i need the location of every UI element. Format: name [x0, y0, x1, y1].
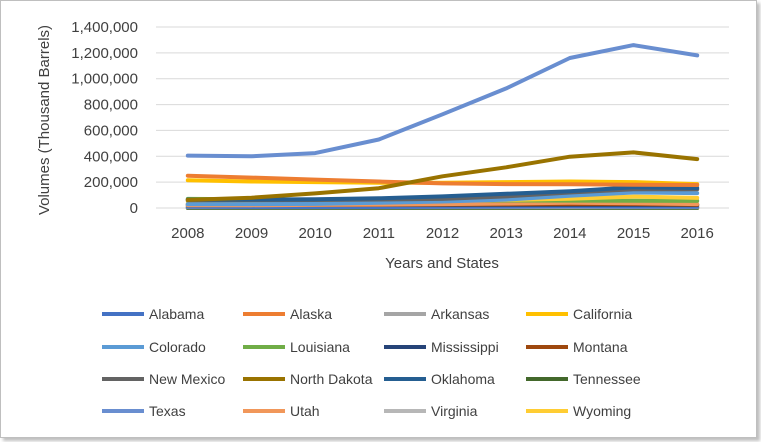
x-tick-label: 2014	[553, 225, 586, 242]
y-tick-label: 1,200,000	[71, 45, 138, 62]
legend-label-utah: Utah	[290, 403, 320, 419]
x-tick-label: 2010	[298, 225, 331, 242]
y-tick-label: 0	[130, 200, 138, 217]
x-axis-ticks: 2008 2009 2010 2011 2012 2013 2014 2015 2016	[171, 225, 714, 242]
legend-label-oklahoma: Oklahoma	[431, 371, 495, 387]
x-tick-label: 2012	[426, 225, 459, 242]
legend-label-tennessee: Tennessee	[573, 371, 641, 387]
legend-label-virginia: Virginia	[431, 403, 478, 419]
x-tick-label: 2015	[617, 225, 650, 242]
legend-label-montana: Montana	[573, 339, 628, 355]
y-tick-label: 600,000	[84, 122, 138, 139]
legend-label-colorado: Colorado	[149, 339, 206, 355]
y-tick-label: 1,000,000	[71, 71, 138, 88]
y-tick-label: 400,000	[84, 148, 138, 165]
x-tick-label: 2009	[235, 225, 268, 242]
y-tick-label: 800,000	[84, 97, 138, 114]
y-tick-label: 200,000	[84, 174, 138, 191]
legend-label-california: California	[573, 306, 632, 322]
y-axis-title: Volumes (Thousand Barrels)	[36, 25, 53, 215]
legend-label-alaska: Alaska	[290, 306, 332, 322]
series-line-alaska	[185, 173, 700, 187]
legend-label-wyoming: Wyoming	[573, 403, 631, 419]
x-tick-label: 2013	[489, 225, 522, 242]
series-lines	[185, 43, 700, 210]
x-tick-label: 2008	[171, 225, 204, 242]
series-line-texas	[185, 43, 700, 159]
y-tick-label: 1,400,000	[71, 19, 138, 36]
series-line-colorado	[185, 190, 700, 207]
series-line-north-dakota	[185, 150, 700, 202]
legend-label-texas: Texas	[149, 403, 186, 419]
y-axis-ticks: 0 200,000 400,000 600,000 800,000 1,000,000 1,…	[71, 19, 138, 217]
legend-label-arkansas: Arkansas	[431, 306, 489, 322]
line-chart: 0 200,000 400,000 600,000 800,000 1,000,000 1,…	[36, 19, 729, 419]
legend-label-mississippi: Mississippi	[431, 339, 499, 355]
legend-label-alabama: Alabama	[149, 306, 204, 322]
legend: Alabama Alaska Arkansas California Colorado L…	[102, 306, 641, 419]
legend-label-louisiana: Louisiana	[290, 339, 350, 355]
legend-label-north-dakota: North Dakota	[290, 371, 373, 387]
x-axis-title: Years and States	[385, 255, 499, 272]
series-line-oklahoma	[185, 185, 700, 202]
legend-label-new-mexico: New Mexico	[149, 371, 225, 387]
x-tick-label: 2011	[363, 225, 395, 242]
x-tick-label: 2016	[680, 225, 713, 242]
